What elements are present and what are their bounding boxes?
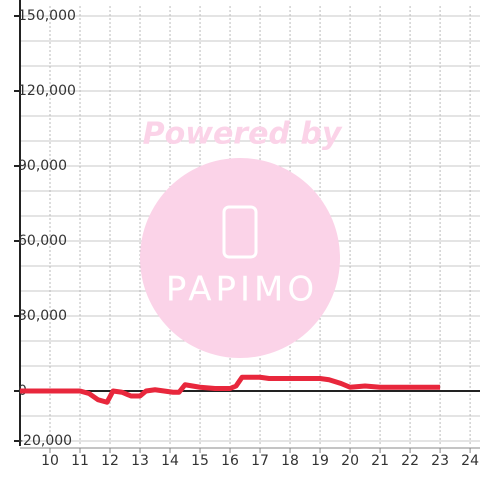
data-line [20,374,441,405]
x-tick-label: 22 [401,453,419,469]
watermark-text: Powered by [143,117,343,152]
x-tick-label: 11 [71,453,89,469]
x-tick-label: 13 [131,453,149,469]
x-tick-label: 24 [461,453,479,469]
y-tick-label: 60,000 [18,233,67,249]
x-tick-label: 15 [191,453,209,469]
y-tick-label: 120,000 [18,83,76,99]
y-tick-label: 90,000 [18,158,67,174]
x-tick-label: 20 [341,453,359,469]
x-tick-label: 23 [431,453,449,469]
y-tick-label: 150,000 [18,8,76,24]
x-tick-label: 10 [41,453,59,469]
x-tick-label: 12 [101,453,119,469]
x-tick-label: 19 [311,453,329,469]
x-tick-label: 21 [371,453,389,469]
x-tick-label: 18 [281,453,299,469]
watermark-phone [222,205,258,259]
x-tick-label: 14 [161,453,179,469]
y-tick-label: -20,000 [18,433,72,449]
watermark-logo: PAPIMO [166,270,318,310]
x-tick-label: 16 [221,453,239,469]
x-tick-label: 17 [251,453,269,469]
y-tick-label: 30,000 [18,308,67,324]
